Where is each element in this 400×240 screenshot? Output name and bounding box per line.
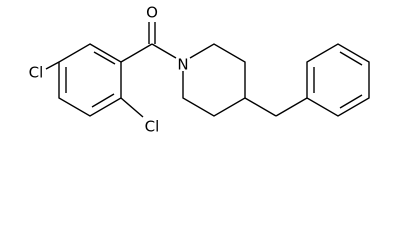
- bond: [275, 97, 308, 117]
- bonds: [45, 22, 370, 118]
- bond: [45, 61, 60, 70]
- aromatic-bond: [339, 51, 363, 66]
- phenyl-ring: [306, 43, 370, 117]
- atom-label: O: [146, 4, 158, 22]
- aromatic-bond: [339, 94, 363, 109]
- benzene-ring: [58, 43, 122, 117]
- structure: O Cl N Cl: [29, 4, 370, 136]
- bond: [151, 43, 177, 59]
- piperidine-ring: [182, 43, 246, 117]
- aromatic-bond: [91, 93, 115, 108]
- page: O Cl N Cl (() => { const data = JSON.par…: [28, 3, 370, 136]
- bond: [120, 43, 153, 63]
- bond: [120, 97, 144, 118]
- aromatic-bond: [93, 51, 116, 65]
- bond: [244, 97, 277, 117]
- atom-label: Cl: [29, 64, 44, 82]
- atom-label: N: [177, 56, 188, 74]
- atom-label: Cl: [145, 118, 160, 136]
